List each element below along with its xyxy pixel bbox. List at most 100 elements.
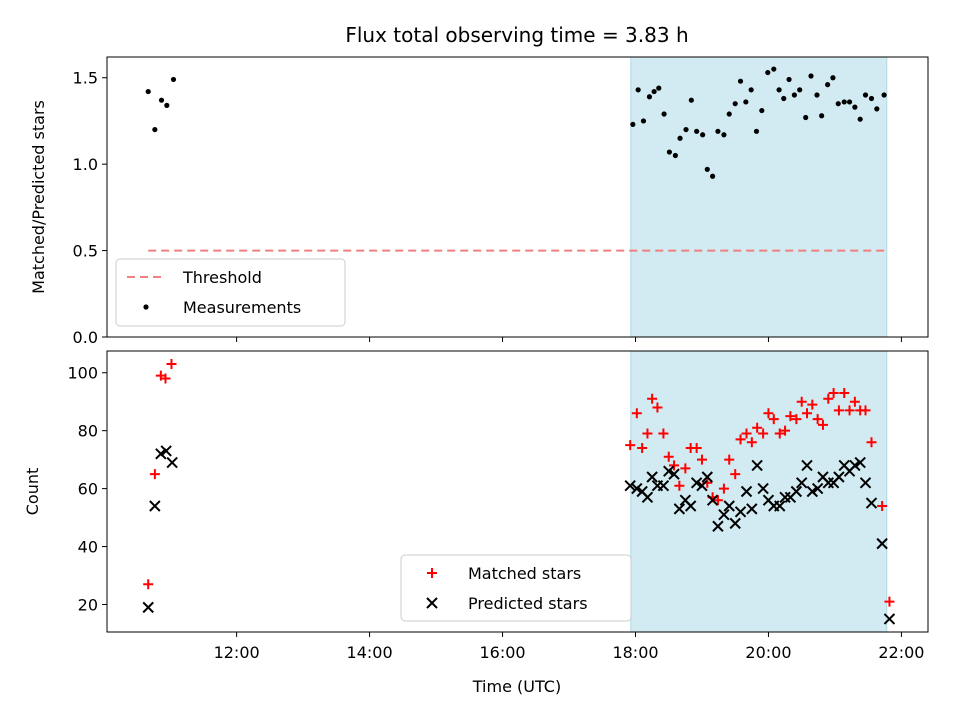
y-tick-label: 40 <box>78 538 98 557</box>
matched-star-point <box>828 388 839 399</box>
predicted-star-point <box>663 465 675 477</box>
ratio-panel: 0.0 0.5 1.0 1.5 Matched/Predicted stars Thres… <box>29 56 929 347</box>
x-tick-label: 14:00 <box>347 643 393 662</box>
y-axis-label: Matched/Predicted stars <box>29 100 48 294</box>
x-tick-label: 12:00 <box>214 643 260 662</box>
measurement-point <box>868 95 875 102</box>
predicted-star-point <box>854 456 866 469</box>
predicted-star-point <box>746 503 758 515</box>
measurement-point <box>145 88 151 95</box>
predicted-star-point <box>712 520 724 532</box>
x-tick-label: 18:00 <box>612 643 658 662</box>
measurement-point <box>776 87 782 93</box>
matched-star-point <box>724 454 735 465</box>
measurement-point <box>694 128 700 134</box>
matched-star-point <box>802 408 813 419</box>
matched-star-point <box>758 428 769 439</box>
axes-frame <box>106 56 929 338</box>
measurement-point <box>651 88 657 95</box>
measurement-point <box>753 128 760 134</box>
legend-measurement-swatch <box>143 304 149 310</box>
predicted-star-point <box>668 468 680 480</box>
predicted-star-point <box>701 471 714 483</box>
predicted-star-point <box>673 503 686 515</box>
measurement-point <box>771 66 777 72</box>
matched-star-point <box>674 480 685 491</box>
measurement-point <box>814 92 820 98</box>
y-tick-label: 1.0 <box>73 155 98 174</box>
axes-frame <box>106 350 929 633</box>
measurement-point <box>857 116 863 122</box>
predicted-star-point <box>811 482 824 495</box>
y-axis-label: Count <box>23 468 42 516</box>
legend-predicted-swatch <box>426 597 438 609</box>
x-tick-label: 16:00 <box>479 643 525 662</box>
measurement-point <box>726 111 732 117</box>
measurement-point <box>830 75 836 81</box>
measurement-point <box>721 132 727 138</box>
predicted-star-point <box>859 477 872 489</box>
predicted-star-point <box>718 508 730 521</box>
chart-title: Flux total observing time = 3.83 h <box>345 23 688 47</box>
matched-star-point <box>669 460 680 471</box>
predicted-star-point <box>723 500 735 512</box>
measurement-point <box>808 73 814 79</box>
predicted-star-point <box>166 456 178 469</box>
matched-star-point <box>833 405 844 416</box>
measurement-point <box>791 92 797 98</box>
y-tick-label: 0.5 <box>73 242 98 261</box>
matched-star-point <box>741 428 752 439</box>
matched-star-point <box>823 393 834 404</box>
predicted-star-point <box>149 500 161 512</box>
measurement-point <box>825 82 831 88</box>
predicted-star-point <box>641 491 654 504</box>
x-tick-label: 20:00 <box>745 643 791 662</box>
matched-star-point <box>712 495 723 506</box>
predicted-star-point <box>624 479 636 492</box>
legend-box <box>400 554 632 622</box>
measurement-point <box>700 132 706 138</box>
matched-star-point <box>812 414 823 425</box>
measurement-point <box>803 114 809 121</box>
predicted-star-point <box>740 485 753 498</box>
measurement-point <box>656 85 662 91</box>
predicted-star-point <box>631 482 643 495</box>
matched-star-point <box>730 469 741 480</box>
matched-star-point <box>752 422 763 433</box>
measurement-point <box>846 99 853 105</box>
matched-star-point <box>866 437 877 448</box>
predicted-star-point <box>876 537 888 550</box>
x-tick-label: 22:00 <box>878 643 924 662</box>
matched-star-point <box>160 373 171 384</box>
predicted-star-point <box>142 601 154 614</box>
measurement-point <box>672 152 678 159</box>
matched-star-point <box>735 434 746 445</box>
predicted-star-point <box>806 485 819 498</box>
measurement-point <box>819 113 825 119</box>
legend-threshold-label: Threshold <box>182 268 262 287</box>
measurement-point <box>743 99 749 105</box>
y-tick-label: 100 <box>67 364 98 383</box>
y-tick-label: 60 <box>78 480 98 499</box>
predicted-star-point <box>751 459 763 472</box>
matched-star-point <box>785 411 796 422</box>
measurement-point <box>677 135 683 141</box>
measurement-point <box>732 101 738 107</box>
matched-star-point <box>849 396 860 407</box>
matched-star-point <box>791 414 802 425</box>
matched-star-point <box>768 414 779 425</box>
measurement-point <box>683 126 689 133</box>
y-tick-label: 80 <box>78 422 98 441</box>
matched-star-point <box>780 425 791 436</box>
matched-star-point <box>796 396 807 407</box>
predicted-star-point <box>883 613 896 625</box>
matched-star-point <box>647 393 658 404</box>
matched-star-point <box>143 579 154 590</box>
predicted-star-point <box>795 477 808 489</box>
y-tick-label: 1.5 <box>73 69 98 88</box>
legend: Matched stars Predicted stars <box>400 554 632 622</box>
predicted-star-point <box>690 477 703 489</box>
measurement-point <box>710 173 716 179</box>
matched-star-point <box>718 483 729 494</box>
